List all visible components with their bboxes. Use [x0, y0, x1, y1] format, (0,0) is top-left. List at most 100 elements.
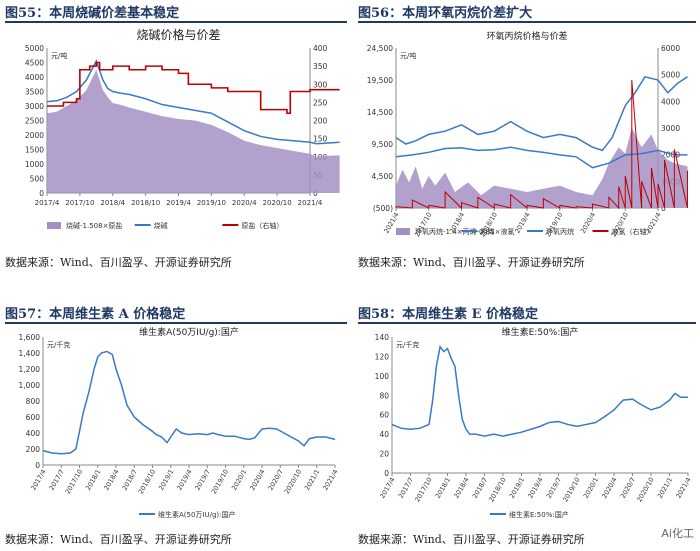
- chart-vitamin-a: 维生素A(50万IU/g):国产元/千克02004006008001,0001,…: [19, 326, 340, 519]
- x-tick-label: 2019/4: [166, 199, 191, 207]
- y2-tick-label: 250: [313, 98, 328, 107]
- title-rule: [5, 322, 347, 324]
- x-tick-label: 2020/1: [230, 468, 248, 492]
- series-line: [391, 344, 688, 437]
- y-tick-label: (500): [373, 204, 393, 213]
- x-tick-label: 2017/10: [413, 476, 433, 503]
- x-tick-label: 2019/4: [526, 476, 544, 500]
- x-tick-label: 2018/10: [487, 476, 507, 503]
- x-tick-label: 2019/4: [175, 468, 193, 492]
- legend-label: 烧碱-1.508×原盐: [66, 221, 122, 230]
- x-tick-label: 2018/10: [131, 199, 160, 207]
- x-tick-label: 2018/1: [434, 476, 452, 500]
- figure-title: 图55：本周烧碱价差基本稳定: [5, 6, 180, 21]
- x-tick-label: 2019/10: [210, 468, 230, 495]
- x-tick-label: 2020/7: [619, 476, 637, 500]
- series-area: [396, 128, 688, 208]
- series-line: [46, 59, 340, 145]
- x-tick-label: 2018/1: [84, 468, 102, 492]
- legend-label: 维生素A(50万IU/g):国产: [158, 510, 236, 519]
- chart-title: 烧碱价格与价差: [136, 27, 220, 42]
- legend-label: 烧碱: [154, 221, 168, 230]
- legend-label: 维生素E:50%:国产: [509, 510, 569, 519]
- x-tick-label: 2017/10: [65, 199, 94, 207]
- y-tick-label: 4000: [25, 73, 44, 82]
- x-tick-label: 2017/4: [35, 199, 60, 207]
- x-tick-label: 2020/4: [248, 468, 266, 492]
- y-tick-label: 40: [379, 430, 389, 439]
- x-tick-label: 2020/1: [582, 476, 600, 500]
- x-tick-label: 2019/10: [561, 476, 581, 503]
- source-note: 数据来源：Wind、百川盈孚、开源证券研究所: [358, 256, 585, 269]
- y-tick-label: 0: [39, 189, 44, 198]
- x-tick-label: 2020/10: [263, 199, 292, 207]
- title-rule: [358, 322, 696, 324]
- y-tick-label: 9,500: [372, 140, 394, 149]
- y-tick-label: 0: [35, 461, 40, 470]
- x-tick-label: 2018/7: [121, 468, 139, 492]
- y2-tick-label: 6000: [661, 44, 680, 53]
- y-tick-label: 14,500: [367, 108, 393, 117]
- y-tick-label: 1000: [25, 160, 44, 169]
- x-tick-label: 2018/4: [102, 468, 120, 492]
- x-tick-label: 2021/1: [303, 468, 321, 492]
- source-note: 数据来源：Wind、百川盈孚、开源证券研究所: [5, 256, 232, 269]
- x-tick-label: 2018/10: [137, 468, 157, 495]
- y2-tick-label: 400: [313, 44, 328, 53]
- unit-label: 元/千克: [47, 340, 70, 349]
- series-area: [47, 69, 340, 193]
- figure-title: 图57：本周维生素 A 价格稳定: [5, 307, 186, 322]
- x-tick-label: 2020/10: [283, 468, 303, 495]
- y-tick-label: 120: [375, 352, 390, 361]
- y-tick-label: 20: [379, 450, 389, 459]
- x-tick-label: 2017/4: [378, 476, 396, 500]
- series-line: [395, 146, 688, 169]
- legend-swatch: [396, 228, 410, 235]
- x-tick-label: 2019/10: [197, 199, 226, 207]
- unit-label: 元/吨: [51, 51, 67, 60]
- legend-label: 环氧丙烷: [546, 227, 574, 236]
- y-tick-label: 4500: [25, 59, 44, 68]
- y2-tick-label: 4000: [661, 97, 680, 106]
- y2-tick-label: 0: [313, 189, 318, 198]
- y-tick-label: 2500: [25, 117, 44, 126]
- x-tick-label: 2020/4: [232, 199, 257, 207]
- x-tick-label: 2017/4: [29, 468, 47, 492]
- y-tick-label: 4,500: [372, 172, 394, 181]
- y-tick-label: 400: [26, 429, 41, 438]
- chart-panel-57: 图57：本周维生素 A 价格稳定 维生素A(50万IU/g):国产 元/千克 0 20…: [5, 303, 347, 551]
- x-tick-label: 2017/7: [48, 468, 66, 492]
- y2-tick-label: 2000: [661, 151, 680, 160]
- source-note: 数据来源：Wind、百川盈孚、开源证券研究所: [358, 533, 585, 546]
- legend-swatch: [47, 222, 61, 229]
- legend-label: 液氯（右轴）: [612, 227, 654, 236]
- series-line: [42, 350, 336, 455]
- unit-label: 元/吨: [400, 51, 416, 60]
- source-note: 数据来源：Wind、百川盈孚、开源证券研究所: [5, 533, 232, 546]
- y2-tick-label: 150: [313, 135, 328, 144]
- y-tick-label: 200: [26, 445, 41, 454]
- figure-title: 图58：本周维生素 E 价格稳定: [358, 307, 539, 322]
- y-tick-label: 60: [379, 411, 389, 420]
- x-tick-label: 2019/7: [194, 468, 212, 492]
- chart-title: 环氧丙烷价格与价差: [486, 30, 567, 42]
- series-line: [395, 75, 688, 152]
- x-tick-label: 2019/7: [545, 476, 563, 500]
- x-tick-label: 2017/10: [64, 468, 84, 495]
- x-tick-label: 2021/4: [298, 199, 323, 207]
- legend-label: 原盐（右轴）: [241, 221, 283, 230]
- series-line: [395, 79, 688, 210]
- legend-label: 丙烯: [481, 227, 495, 236]
- y2-tick-label: 5000: [661, 71, 680, 80]
- y2-tick-label: 0: [661, 204, 666, 213]
- y-tick-label: 1500: [25, 146, 44, 155]
- y-tick-label: 19,500: [367, 76, 393, 85]
- y-tick-label: 0: [384, 469, 389, 478]
- title-rule: [358, 21, 696, 23]
- y2-tick-label: 200: [313, 117, 328, 126]
- unit-label: 元/千克: [396, 340, 419, 349]
- y-tick-label: 80: [379, 391, 389, 400]
- x-tick-label: 2019/1: [157, 468, 175, 492]
